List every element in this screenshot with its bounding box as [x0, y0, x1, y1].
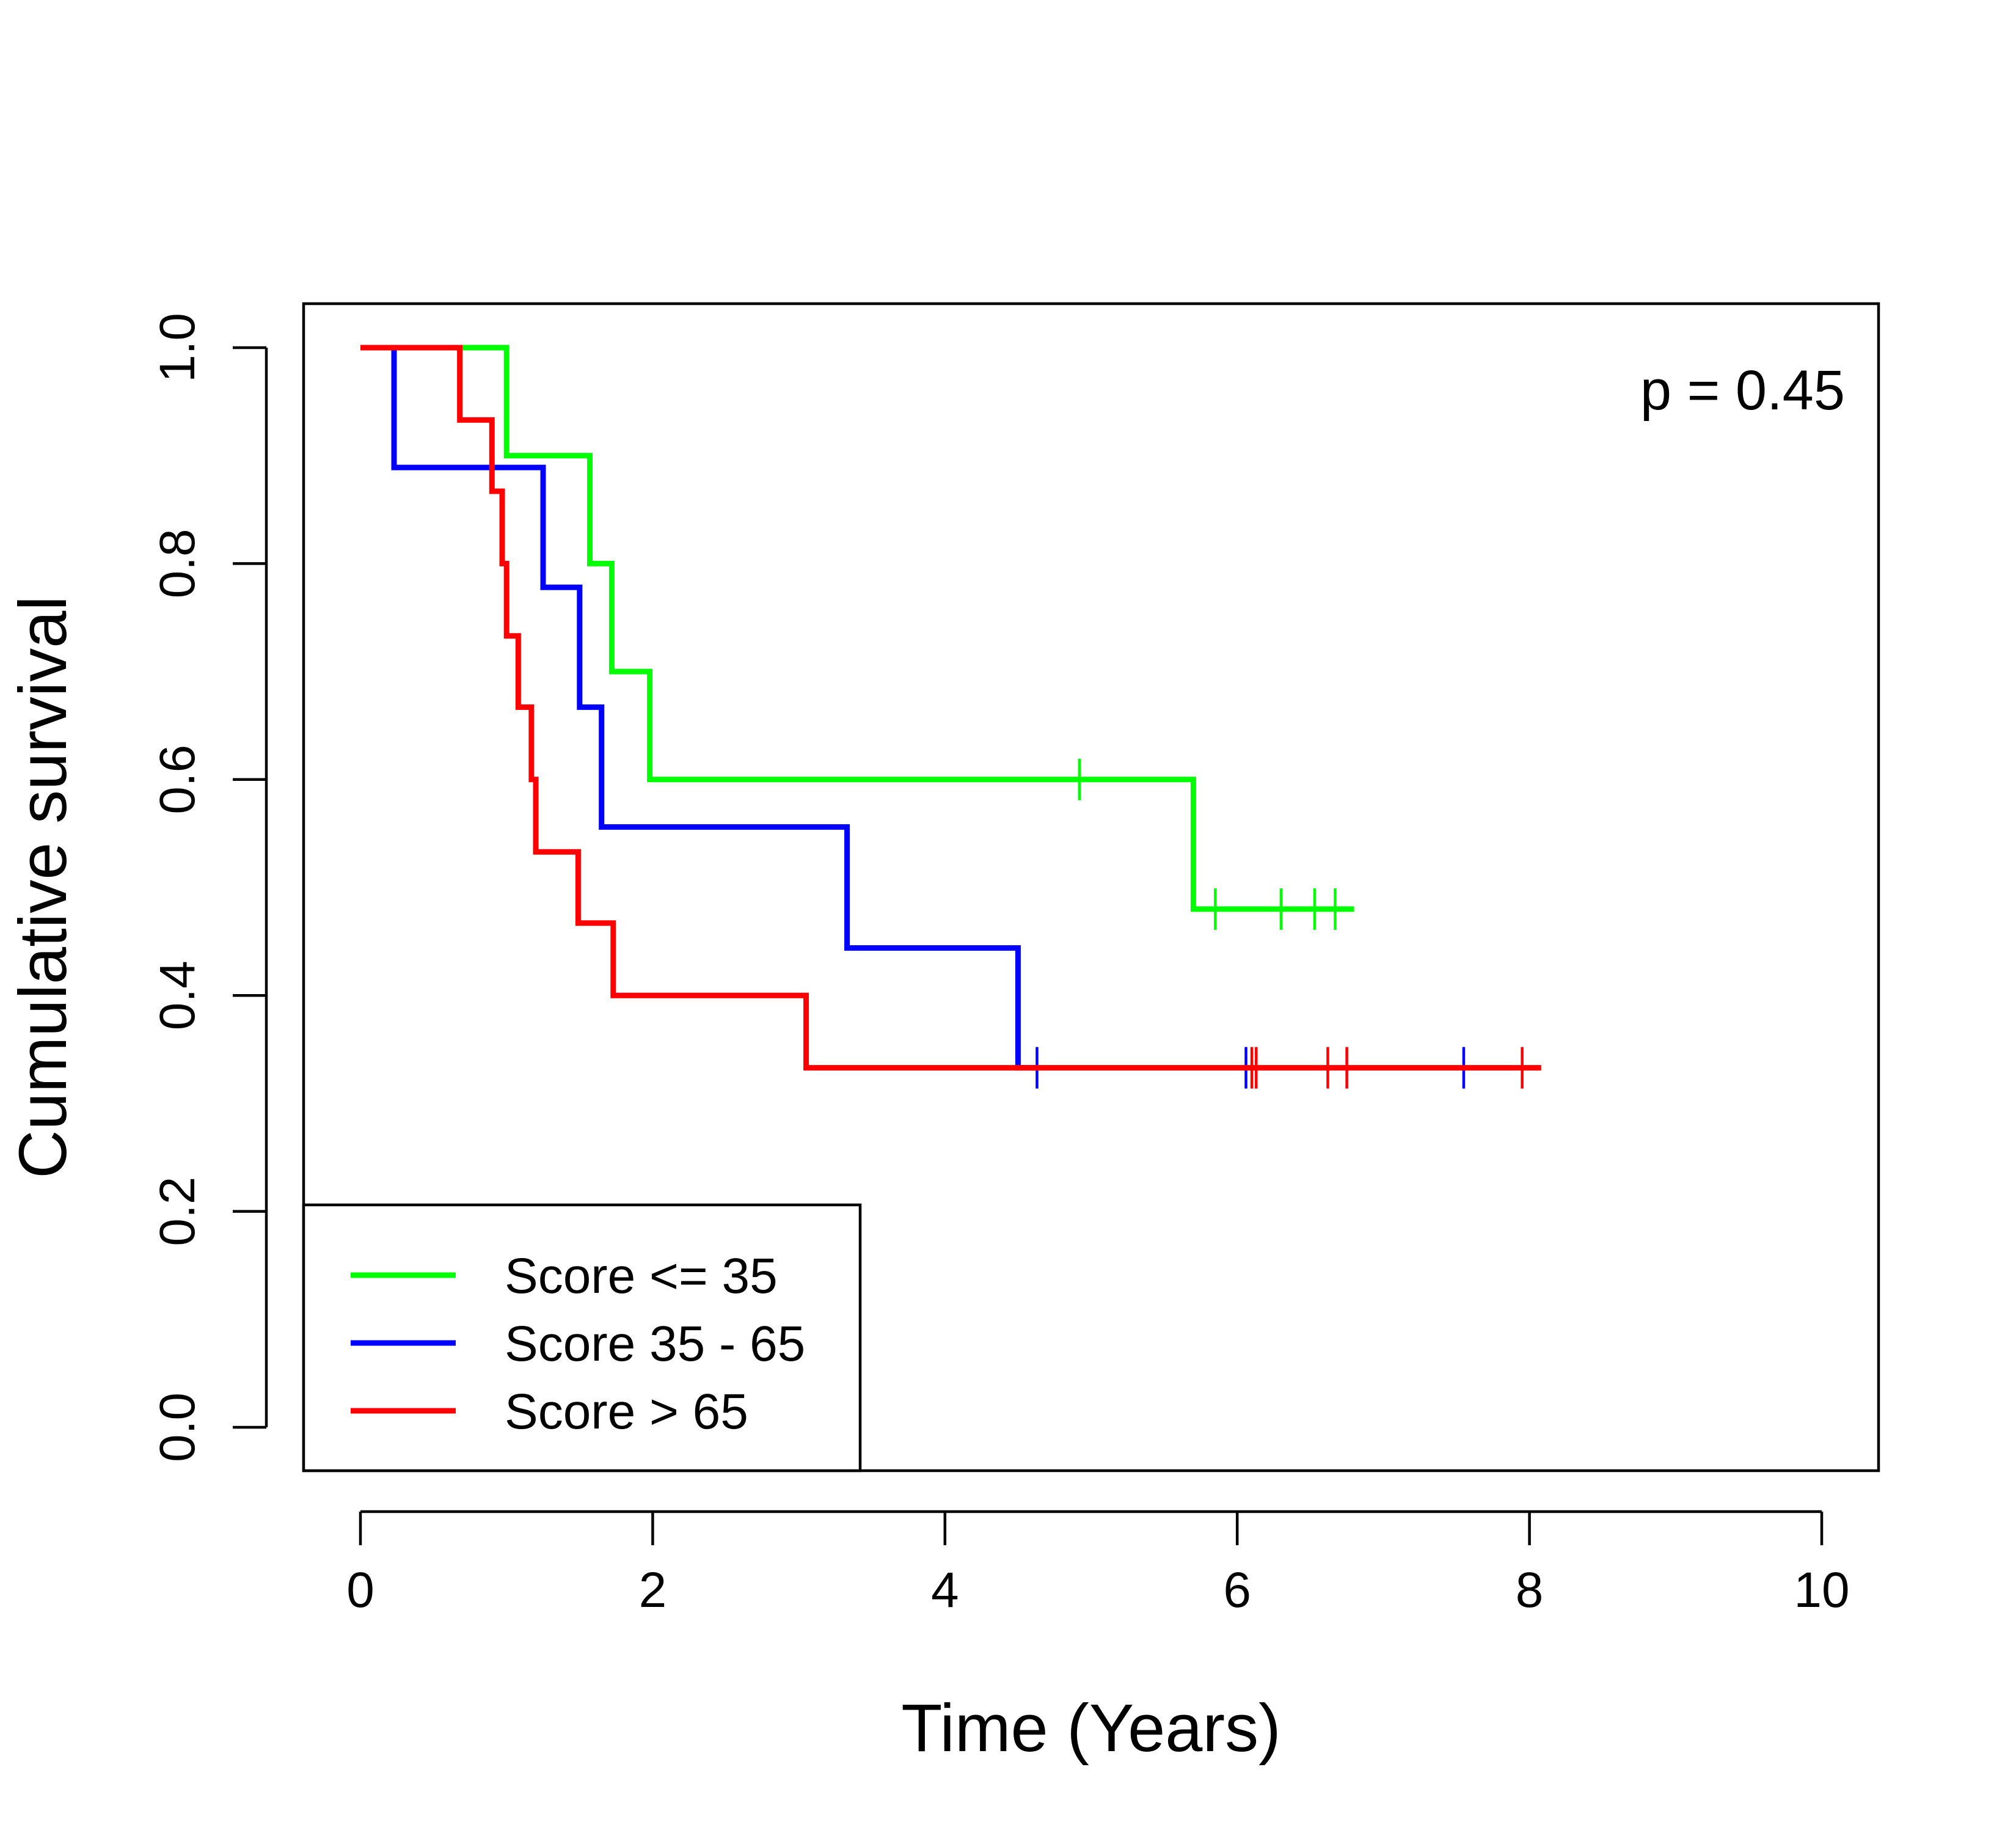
y-tick-label-1.0: 1.0: [150, 313, 205, 382]
legend: Score <= 35 Score 35 - 65 Score > 65: [302, 1203, 862, 1473]
x-tick-label-4: 4: [931, 1562, 959, 1618]
survival-curve-1: [360, 345, 1354, 912]
series-layer: [360, 345, 1541, 1089]
y-tick-label-0.0: 0.0: [150, 1392, 205, 1462]
x-tick-label-6: 6: [1223, 1562, 1251, 1618]
series-3: [360, 345, 1541, 1089]
x-tick-label-2: 2: [639, 1562, 667, 1618]
y-axis: 0.0 0.2 0.4 0.6 0.8 1.0: [150, 313, 268, 1462]
x-tick-label-10: 10: [1794, 1562, 1849, 1618]
legend-label-2: Score 35 - 65: [505, 1316, 805, 1372]
x-tick-label-8: 8: [1516, 1562, 1544, 1618]
y-tick-label-0.6: 0.6: [150, 745, 205, 814]
x-axis-title: Time (Years): [901, 1691, 1280, 1766]
y-axis-title: Cumulative survival: [5, 596, 81, 1179]
y-tick-label-0.8: 0.8: [150, 529, 205, 598]
y-tick-label-0.2: 0.2: [150, 1177, 205, 1246]
legend-label-3: Score > 65: [505, 1384, 748, 1440]
series-1: [360, 345, 1354, 930]
legend-box: [302, 1203, 862, 1473]
x-tick-label-0: 0: [346, 1562, 374, 1618]
survival-curve-2: [360, 345, 1037, 1071]
legend-label-1: Score <= 35: [505, 1248, 778, 1304]
plot-frame: [302, 302, 1880, 1473]
y-tick-label-0.4: 0.4: [150, 960, 205, 1030]
survival-curve-3: [360, 345, 1541, 1071]
annotation-p-value: p = 0.45: [1640, 359, 1845, 422]
x-axis: 0 2 4 6 8 10: [346, 1510, 1850, 1618]
